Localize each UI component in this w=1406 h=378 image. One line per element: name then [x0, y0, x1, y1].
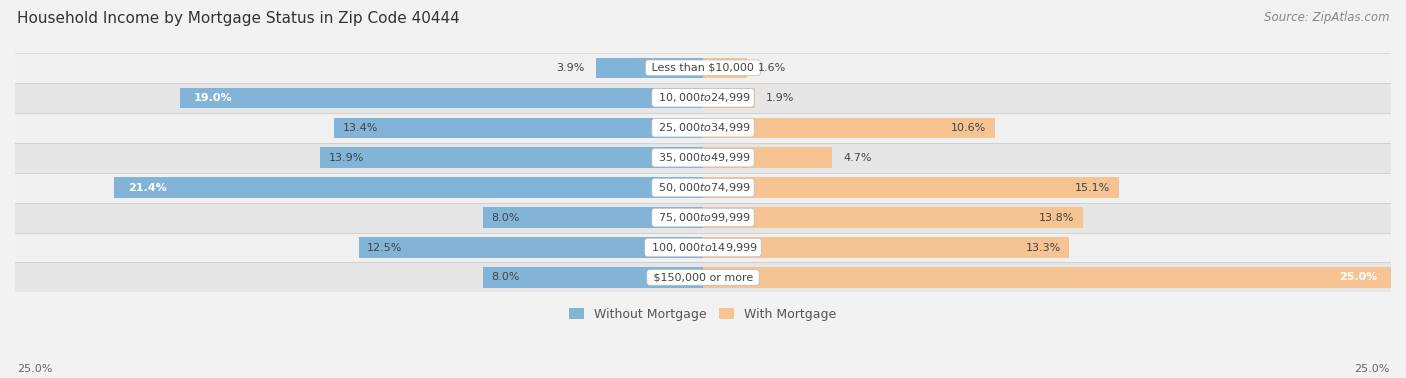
Text: 1.9%: 1.9% [766, 93, 794, 103]
Text: 19.0%: 19.0% [194, 93, 232, 103]
Text: 10.6%: 10.6% [952, 123, 987, 133]
Text: 25.0%: 25.0% [1354, 364, 1389, 374]
Bar [15, 203, 1391, 232]
Bar [359, 237, 703, 258]
Bar [15, 113, 1391, 143]
Bar [596, 57, 703, 78]
Text: 3.9%: 3.9% [557, 63, 585, 73]
Bar [335, 118, 703, 138]
Bar [15, 262, 1391, 293]
Text: $10,000 to $24,999: $10,000 to $24,999 [655, 91, 751, 104]
Bar [703, 208, 1083, 228]
Text: $50,000 to $74,999: $50,000 to $74,999 [655, 181, 751, 194]
Bar [15, 232, 1391, 262]
Text: 1.6%: 1.6% [758, 63, 786, 73]
Bar [15, 173, 1391, 203]
Text: Household Income by Mortgage Status in Zip Code 40444: Household Income by Mortgage Status in Z… [17, 11, 460, 26]
Text: $35,000 to $49,999: $35,000 to $49,999 [655, 151, 751, 164]
Text: 13.9%: 13.9% [329, 153, 364, 163]
Text: 13.8%: 13.8% [1039, 212, 1074, 223]
Bar [15, 53, 1391, 83]
Text: 25.0%: 25.0% [17, 364, 52, 374]
Text: 13.3%: 13.3% [1025, 243, 1060, 253]
Bar [15, 83, 1391, 113]
Text: Less than $10,000: Less than $10,000 [648, 63, 758, 73]
Bar [703, 147, 832, 168]
Text: 8.0%: 8.0% [491, 273, 519, 282]
Legend: Without Mortgage, With Mortgage: Without Mortgage, With Mortgage [565, 304, 841, 325]
Bar [114, 177, 703, 198]
Text: $100,000 to $149,999: $100,000 to $149,999 [648, 241, 758, 254]
Bar [15, 143, 1391, 173]
Bar [703, 177, 1119, 198]
Bar [180, 88, 703, 108]
Text: 8.0%: 8.0% [491, 212, 519, 223]
Text: 12.5%: 12.5% [367, 243, 402, 253]
Bar [703, 88, 755, 108]
Bar [703, 118, 994, 138]
Text: $75,000 to $99,999: $75,000 to $99,999 [655, 211, 751, 224]
Text: Source: ZipAtlas.com: Source: ZipAtlas.com [1264, 11, 1389, 24]
Text: 21.4%: 21.4% [128, 183, 166, 193]
Text: 15.1%: 15.1% [1076, 183, 1111, 193]
Bar [703, 57, 747, 78]
Bar [482, 208, 703, 228]
Bar [482, 267, 703, 288]
Text: 4.7%: 4.7% [844, 153, 872, 163]
Text: $150,000 or more: $150,000 or more [650, 273, 756, 282]
Text: 25.0%: 25.0% [1339, 273, 1378, 282]
Bar [321, 147, 703, 168]
Text: 13.4%: 13.4% [343, 123, 378, 133]
Text: $25,000 to $34,999: $25,000 to $34,999 [655, 121, 751, 134]
Bar [703, 267, 1391, 288]
Bar [703, 237, 1069, 258]
